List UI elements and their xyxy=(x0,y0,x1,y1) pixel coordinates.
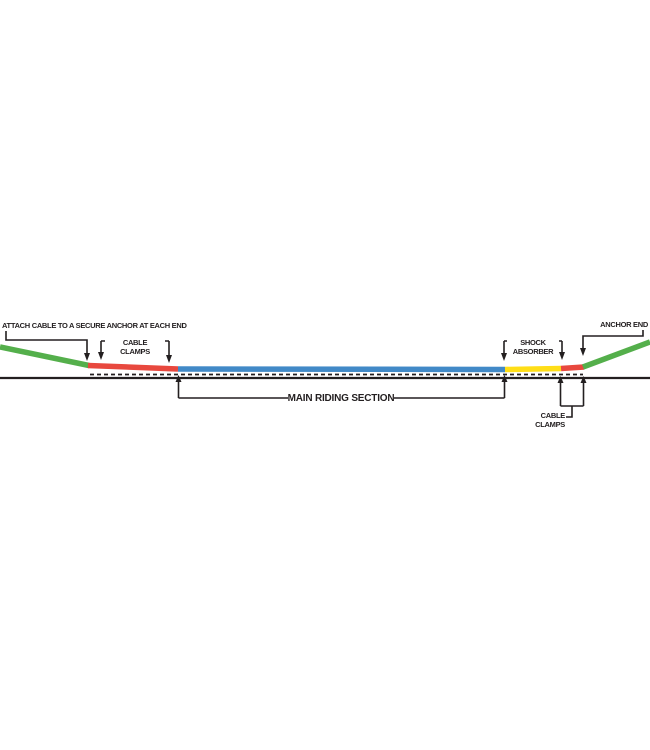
left-bracket-label-line2: CLAMPS xyxy=(120,347,150,356)
top-right-leader-line xyxy=(582,330,644,349)
right-bracket-left-arrowhead xyxy=(501,353,507,361)
left-bracket-right-arrowhead xyxy=(166,355,172,363)
left-anchor-line-segment xyxy=(0,344,90,369)
top-left-leader-line xyxy=(5,331,88,354)
left-bracket-left-arrowhead xyxy=(98,352,104,360)
right-anchor-line-segment xyxy=(582,339,650,370)
main-span-segment xyxy=(177,366,506,373)
right-bracket-label-line1: SHOCK xyxy=(520,338,546,347)
bottom-right-bracket-right-arrowhead xyxy=(580,376,587,383)
top-right-leader-arrowhead xyxy=(580,348,586,356)
bottom-right-bracket-left-arrowhead xyxy=(557,376,564,383)
bottom-right-label-line2: CLAMPS xyxy=(535,420,565,429)
left-bracket-label-background xyxy=(105,335,165,358)
top-left-label: ATTACH CABLE TO A SECURE ANCHOR AT EACH … xyxy=(2,321,187,330)
bottom-right-leader-line xyxy=(566,406,573,418)
center-label-background xyxy=(288,388,394,405)
top-left-leader-arrowhead xyxy=(84,353,90,361)
center-label: MAIN RIDING SECTION xyxy=(288,393,395,404)
left-bracket-label-line1: CABLE xyxy=(123,338,148,347)
shock-absorber-segment xyxy=(504,365,562,373)
bottom-right-label-line1: CABLE xyxy=(541,411,566,420)
right-clamp-segment xyxy=(560,364,585,372)
left-clamp-segment xyxy=(87,362,179,372)
right-bracket-label-line2: ABSORBER xyxy=(513,347,554,356)
center-bracket-right-arrowhead xyxy=(501,375,508,382)
right-bracket-label-background xyxy=(507,335,559,358)
center-bracket-left-arrowhead xyxy=(175,375,182,382)
top-right-label: ANCHOR END xyxy=(600,320,649,329)
right-bracket-right-arrowhead xyxy=(559,352,565,360)
